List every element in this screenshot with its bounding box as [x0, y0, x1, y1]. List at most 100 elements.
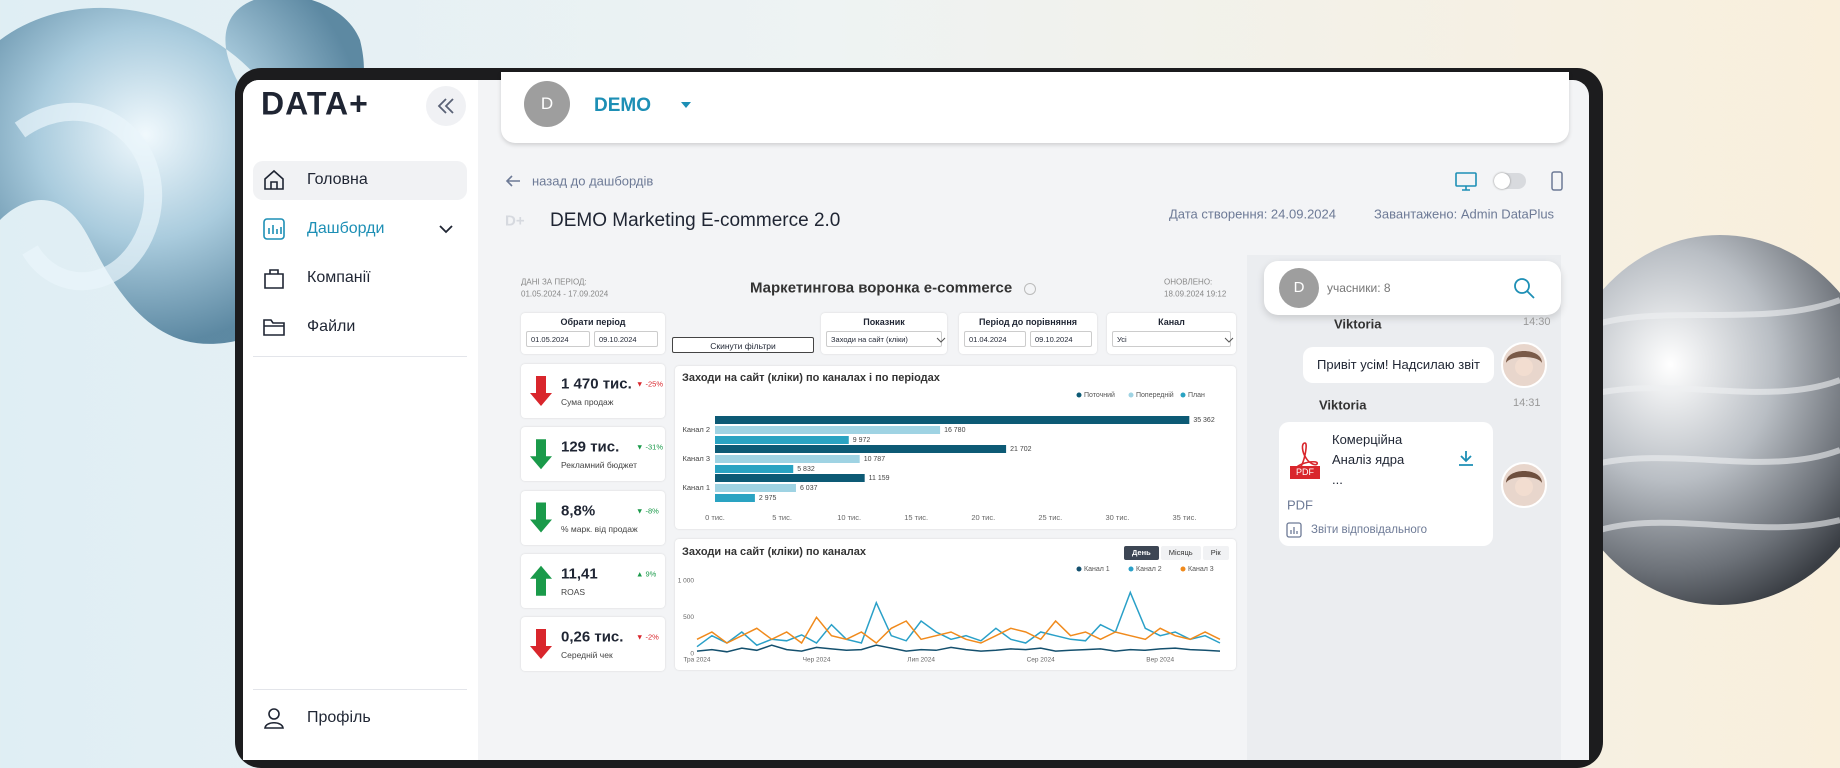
bar — [715, 494, 755, 502]
user-avatars — [1501, 342, 1547, 508]
bar — [715, 484, 796, 492]
divider — [253, 689, 467, 690]
x-tick-label: 25 тис. — [1038, 513, 1062, 522]
select-chevron — [1224, 337, 1234, 343]
back-link[interactable]: назад до дашбордів — [532, 173, 654, 189]
y-tick-label: 1 000 — [678, 577, 695, 584]
date-input[interactable]: 01.05.2024 — [526, 331, 590, 347]
date-input[interactable]: 09.10.2024 — [594, 331, 658, 347]
caret[interactable] — [680, 100, 692, 110]
line-series — [696, 590, 1221, 648]
page-title: DEMO Marketing E-commerce 2.0 — [550, 210, 841, 231]
chevron[interactable] — [438, 222, 454, 236]
kpi-change: ▼ -31% — [636, 442, 664, 452]
participants: учасники: 8 — [1327, 281, 1391, 295]
workspace-name[interactable]: DEMO — [594, 95, 651, 116]
value-label: 6 037 — [800, 485, 818, 492]
message-time: 14:31 — [1513, 397, 1541, 409]
kpi-change: ▼ -2% — [636, 632, 659, 642]
dashboard-icon-text: D+ — [505, 212, 525, 230]
kpi-arrow — [530, 439, 552, 470]
legend-marker — [1128, 566, 1134, 572]
period-toggle: День Місяць Рік — [1124, 546, 1229, 560]
period-button[interactable]: Рік — [1202, 546, 1229, 560]
select[interactable]: Усі — [1112, 331, 1231, 347]
filter-label: Показник — [863, 317, 905, 327]
filter-metric: Показник Заходи на сайт (кліки) — [821, 313, 947, 354]
period: 01.05.2024 - 17.09.2024 — [521, 289, 609, 299]
bar — [715, 455, 860, 463]
value-label: 5 832 — [797, 466, 815, 473]
message-author: Viktoria — [1334, 316, 1382, 332]
filter-period: Обрати період 01.05.2024 09.10.2024 — [521, 313, 665, 354]
sphere-ridges — [1569, 297, 1840, 533]
file-name: Комерційна Аналіз ядра ... — [1332, 432, 1405, 487]
x-tick-label: Чер 2024 — [803, 657, 831, 664]
x-tick-label: 30 тис. — [1105, 513, 1129, 522]
glass-highlight — [14, 102, 163, 291]
legend-label: План — [1188, 392, 1205, 399]
desktop-icon[interactable] — [1454, 171, 1478, 191]
folder-icon — [263, 319, 285, 336]
uploaded-by: Завантажено: Admin DataPlus — [1374, 206, 1555, 222]
bar — [715, 474, 865, 482]
bar — [715, 465, 794, 473]
kpi-arrow — [530, 376, 552, 406]
bar — [715, 436, 849, 444]
legend-label: Попередній — [1136, 391, 1174, 399]
select-chevron — [936, 337, 946, 343]
date-input[interactable]: 09.10.2024 — [1030, 331, 1092, 347]
nav-item[interactable]: Головна — [307, 171, 368, 188]
legend-marker — [1128, 392, 1134, 398]
period-button[interactable]: День — [1124, 546, 1159, 560]
mobile-icon[interactable] — [1550, 170, 1564, 192]
nav-item[interactable]: Профіль — [307, 709, 371, 726]
search-icon[interactable] — [1512, 276, 1536, 300]
toggle-knob — [1494, 173, 1510, 189]
kpi-value: 1 470 тис. — [561, 375, 632, 393]
category-label: Канал 1 — [683, 483, 710, 492]
download-icon[interactable] — [1457, 449, 1475, 467]
report-icon — [1286, 522, 1302, 538]
header — [501, 72, 1569, 143]
filter-compare: Період до порівняння 01.04.2024 09.10.20… — [959, 313, 1097, 354]
nav-item[interactable]: Дашборди — [307, 220, 385, 237]
legend-label: Поточний — [1084, 391, 1115, 399]
x-tick-label: Сер 2024 — [1027, 657, 1056, 664]
legend-marker — [1076, 566, 1082, 572]
info-icon[interactable] — [1024, 283, 1036, 295]
legend-label: Канал 3 — [1188, 566, 1214, 573]
nav-item[interactable]: Компанії — [307, 269, 371, 286]
x-tick-label: 10 тис. — [837, 513, 861, 522]
period-button[interactable]: Місяць — [1160, 546, 1201, 560]
value-label: 10 787 — [864, 456, 886, 463]
back-arrow[interactable] — [505, 174, 521, 188]
x-tick-label: Вер 2024 — [1146, 657, 1174, 664]
category-label: Канал 2 — [683, 425, 710, 434]
view-toggle[interactable] — [1494, 173, 1526, 189]
value-label: 35 362 — [1193, 417, 1215, 424]
kpi-arrow — [530, 629, 552, 659]
reset-button[interactable]: Скинути фільтри — [672, 337, 814, 353]
collapse-icon — [437, 98, 454, 114]
x-tick-label: 15 тис. — [904, 513, 928, 522]
file-card[interactable] — [1279, 422, 1493, 546]
collapse-button[interactable] — [426, 86, 466, 126]
dashboard-title: Маркетингова воронка e-commerce — [750, 279, 1013, 297]
legend-label: Канал 1 — [1084, 566, 1110, 573]
date-input[interactable]: 01.04.2024 — [964, 331, 1026, 347]
file-link[interactable]: Звіти відповідального — [1311, 524, 1428, 536]
nav-item[interactable]: Файли — [307, 318, 356, 335]
kpi-label: Середній чек — [561, 650, 613, 660]
filter-label: Канал — [1158, 317, 1185, 327]
file-type: PDF — [1287, 497, 1313, 513]
kpi-change: ▲ 9% — [636, 569, 657, 579]
category-label: Канал 3 — [683, 454, 710, 463]
legend-label: Канал 2 — [1136, 566, 1162, 573]
kpi-value: 11,41 — [561, 565, 598, 583]
select[interactable]: Заходи на сайт (кліки) — [826, 331, 942, 347]
company-icon — [264, 269, 284, 289]
value-label: 9 972 — [853, 437, 871, 444]
workspace-avatar: D — [524, 81, 570, 127]
kpi-change: ▼ -25% — [636, 379, 664, 389]
